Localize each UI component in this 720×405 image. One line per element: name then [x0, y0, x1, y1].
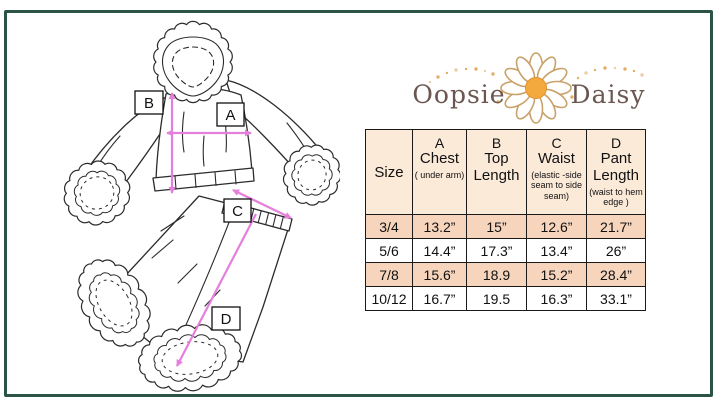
table-row: 7/8 15.6” 18.9 15.2” 28.4” [365, 262, 646, 287]
measure-label-a-text: A [225, 107, 235, 124]
hood-ruffled-edge [153, 20, 233, 104]
logo-dots [428, 66, 644, 104]
column-header-waist: C Waist (elastic -side seam to side seam… [526, 129, 587, 215]
measure-label-c: C [223, 198, 252, 223]
measure-label-c-text: C [232, 203, 243, 220]
pants-drawing [77, 195, 293, 392]
logo-word-oopsie: Oopsie [412, 80, 505, 109]
table-cell: 17.3” [466, 238, 527, 263]
measure-line-c [232, 189, 292, 219]
daisy-center [525, 77, 547, 99]
table-cell: 10/12 [365, 286, 413, 311]
table-cell: 21.7” [586, 214, 646, 239]
table-cell: 5/6 [365, 238, 413, 263]
table-cell: 12.6” [526, 214, 587, 239]
table-cell: 16.7” [412, 286, 467, 311]
table-cell: 14.4” [412, 238, 467, 263]
column-header-size: Size [365, 129, 413, 215]
table-row: 3/4 13.2” 15” 12.6” 21.7” [365, 214, 646, 239]
column-header-chest: A Chest ( under arm) [412, 129, 467, 215]
measure-line-d [176, 213, 257, 367]
header-row: Size A Chest ( under arm) B Top Length C… [365, 129, 646, 215]
measure-label-d-text: D [221, 311, 232, 328]
measure-label-d: D [211, 306, 241, 331]
table-row: 5/6 14.4” 17.3” 13.4” 26” [365, 238, 646, 263]
pant-bottom-hem-ruffle [138, 324, 242, 392]
pant-left-hem-ruffle [77, 259, 151, 347]
table-cell: 28.4” [586, 262, 646, 287]
table-cell: 26” [586, 238, 646, 263]
measure-label-b-text: B [144, 95, 154, 112]
table-cell: 19.5 [466, 286, 527, 311]
garment-diagram: A B C D [63, 20, 340, 392]
table-cell: 7/8 [365, 262, 413, 287]
table-cell: 18.9 [466, 262, 527, 287]
size-chart-table: Size A Chest ( under arm) B Top Length C… [365, 129, 646, 311]
table-cell: 15.2” [526, 262, 587, 287]
table-row: 10/12 16.7” 19.5 16.3” 33.1” [365, 286, 646, 311]
table-cell: 16.3” [526, 286, 587, 311]
left-cuff-ruffle [63, 160, 131, 226]
table-cell: 13.2” [412, 214, 467, 239]
measure-label-a: A [216, 102, 245, 127]
oopsie-daisy-logo: Oopsie Daisy [412, 52, 646, 124]
table-cell: 15” [466, 214, 527, 239]
measure-label-b: B [134, 90, 164, 115]
table-cell: 13.4” [526, 238, 587, 263]
measurement-arrows [166, 92, 292, 367]
hooded-top-drawing [63, 20, 340, 226]
green-border-frame [4, 10, 713, 397]
table-cell: 15.6” [412, 262, 467, 287]
logo-word-daisy: Daisy [571, 80, 646, 109]
right-cuff-ruffle [282, 144, 340, 206]
column-header-pant-length: D Pant Length (waist to hem edge ) [586, 129, 646, 215]
table-cell: 3/4 [365, 214, 413, 239]
table-cell: 33.1” [586, 286, 646, 311]
column-header-top-length: B Top Length [466, 129, 527, 215]
